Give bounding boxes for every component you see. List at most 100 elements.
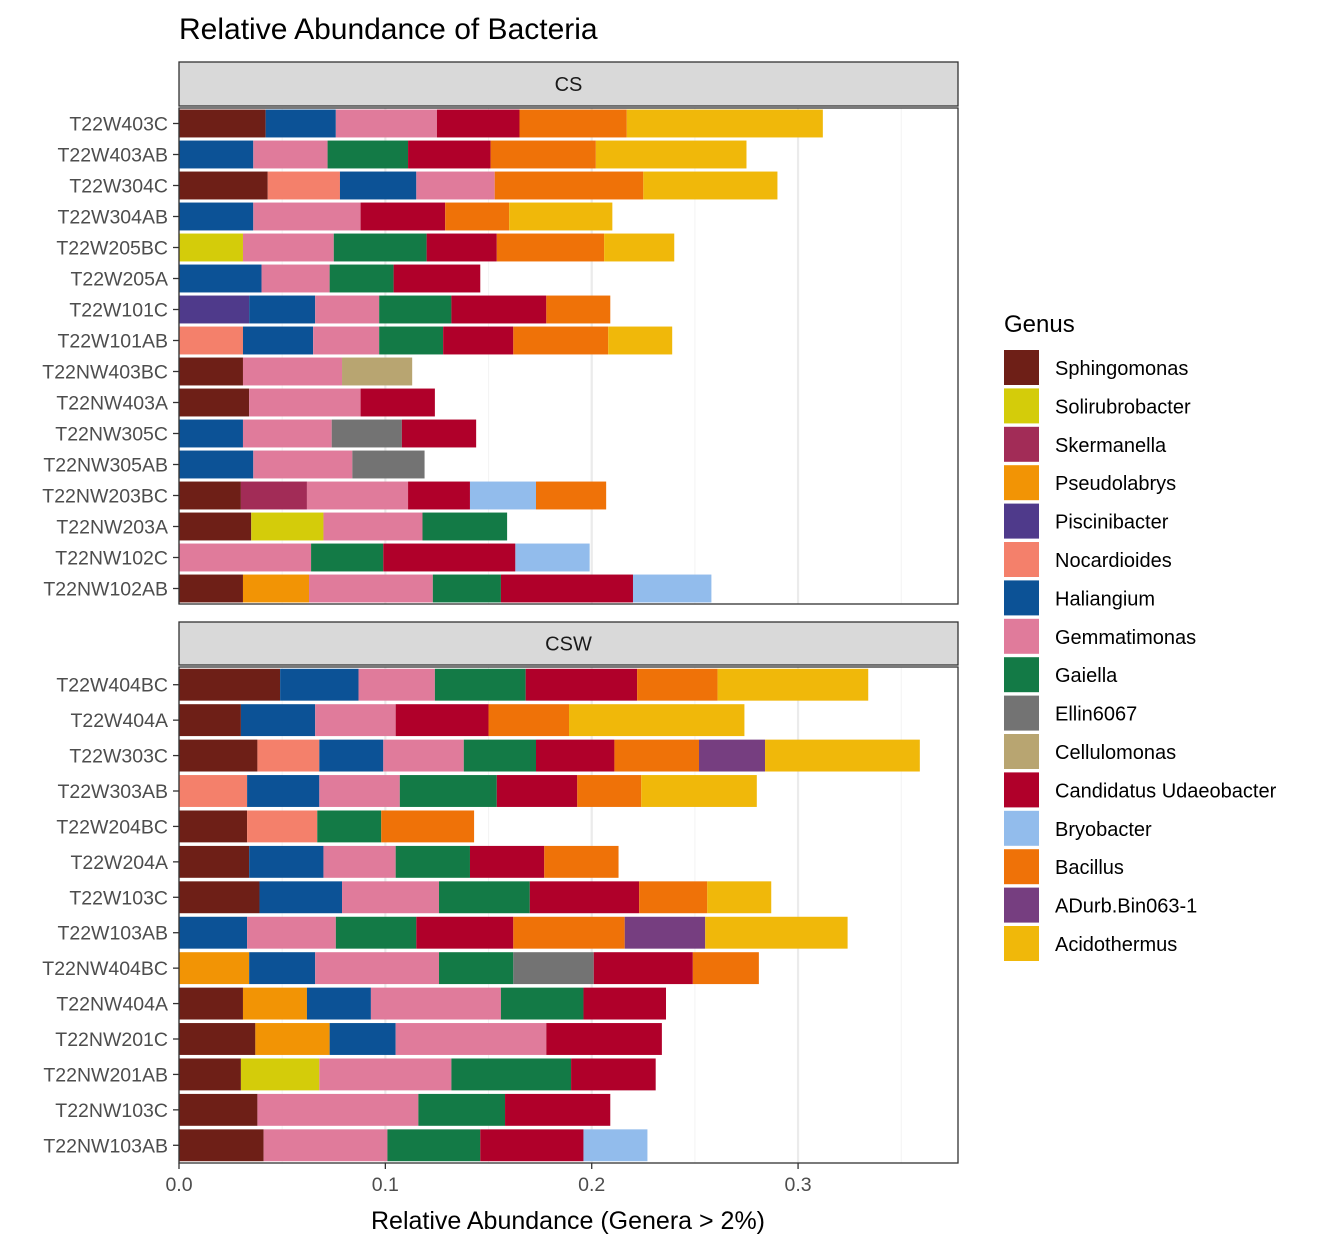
legend-item-nocardioides: Nocardioides xyxy=(1004,542,1172,577)
legend-swatch xyxy=(1004,350,1039,385)
bar-t22nw203bc xyxy=(179,481,607,510)
panel-border xyxy=(178,666,959,1164)
bar-segment-candidatus-udaeobacter xyxy=(416,916,514,949)
bar-t22w205bc xyxy=(179,233,675,262)
bar-segment-bacillus xyxy=(544,845,619,878)
panel-cs: CS T22W403C T22W403AB T22W304C T22W304AB T22W… xyxy=(42,61,959,605)
legend-item-candidatus-udaeobacter: Candidatus Udaeobacter xyxy=(1004,772,1277,808)
x-axis: 0.0 0.1 0.2 0.3 xyxy=(165,1163,812,1196)
bar-segment-gaiella xyxy=(500,987,584,1020)
bar-t22nw404a xyxy=(179,987,667,1020)
y-tick-label: T22NW404A xyxy=(56,994,168,1016)
y-tick-label: T22NW203A xyxy=(56,517,168,539)
bar-segment-gaiella xyxy=(451,1058,572,1091)
bar-segment-pseudolabrys xyxy=(242,987,307,1020)
bar-segment-sphingomonas xyxy=(179,1058,241,1091)
bar-segment-gemmatimonas xyxy=(315,295,380,324)
bar-segment-pseudolabrys xyxy=(242,574,310,603)
bar-segment-gaiella xyxy=(418,1093,506,1126)
bar-segment-solirubrobacter xyxy=(240,1058,320,1091)
legend-label: Gemmatimonas xyxy=(1055,627,1196,649)
bar-t22nw102ab xyxy=(179,574,712,603)
legend-label: Pseudolabrys xyxy=(1055,473,1176,495)
bar-segment-bacillus xyxy=(614,739,700,772)
bar-t22nw305ab xyxy=(179,450,425,479)
bar-segment-candidatus-udaeobacter xyxy=(451,295,547,324)
bar-segment-gemmatimonas xyxy=(253,202,361,231)
bar-segment-acidothermus xyxy=(643,171,778,200)
bar-segment-bryobacter xyxy=(469,481,536,510)
bar-segment-haliangium xyxy=(339,171,417,200)
bar-segment-bacillus xyxy=(637,668,718,701)
legend-label: Cellulomonas xyxy=(1055,742,1176,764)
bar-t22w403c xyxy=(179,109,823,138)
bar-segment-candidatus-udaeobacter xyxy=(535,739,615,772)
bar-segment-acidothermus xyxy=(569,704,745,737)
bar-segment-gemmatimonas xyxy=(309,574,433,603)
y-tick-label: T22W103C xyxy=(69,887,168,909)
bar-segment-gemmatimonas xyxy=(253,450,353,479)
bar-segment-candidatus-udaeobacter xyxy=(426,233,497,262)
bar-segment-bacillus xyxy=(692,952,759,985)
y-tick-label: T22W103AB xyxy=(57,923,168,945)
legend-swatch xyxy=(1004,695,1039,731)
bar-segment-adurb-bin063-1 xyxy=(624,916,706,949)
panel-border xyxy=(178,107,959,605)
y-tick-label: T22NW201C xyxy=(55,1029,168,1051)
y-tick-label: T22W303AB xyxy=(57,781,168,803)
legend-swatch xyxy=(1004,542,1039,577)
bar-segment-gemmatimonas xyxy=(306,481,409,510)
legend-label: Skermanella xyxy=(1055,435,1167,457)
bar-segment-acidothermus xyxy=(626,109,823,138)
bar-segment-pseudolabrys xyxy=(179,952,250,985)
y-tick-label: T22NW102C xyxy=(55,548,168,570)
bar-segment-acidothermus xyxy=(765,739,920,772)
bar-segment-gemmatimonas xyxy=(315,952,440,985)
bar-t22nw203a xyxy=(179,512,508,541)
bar-t22nw201ab xyxy=(179,1058,656,1091)
bar-segment-bacillus xyxy=(519,109,627,138)
legend-swatch xyxy=(1004,503,1039,539)
bar-segment-sphingomonas xyxy=(179,845,250,878)
bar-segment-gemmatimonas xyxy=(395,1023,547,1055)
bar-t22nw103ab xyxy=(179,1129,648,1162)
legend: Genus Sphingomonas Solirubrobacter Skerman… xyxy=(1004,311,1277,961)
y-tick-label: T22W204A xyxy=(70,852,168,874)
bar-segment-sphingomonas xyxy=(179,481,241,510)
y-tick-label: T22W101C xyxy=(69,300,168,322)
bar-segment-sphingomonas xyxy=(179,109,266,138)
bar-segment-acidothermus xyxy=(608,326,673,355)
bar-segment-bacillus xyxy=(577,775,642,807)
bar-segment-haliangium xyxy=(179,202,254,231)
y-tick-label: T22NW103AB xyxy=(43,1135,168,1157)
bar-segment-candidatus-udaeobacter xyxy=(546,1023,662,1055)
bar-segment-gemmatimonas xyxy=(242,357,343,386)
legend-item-bacillus: Bacillus xyxy=(1004,849,1124,885)
legend-title: Genus xyxy=(1004,311,1075,338)
bar-segment-haliangium xyxy=(179,916,248,949)
bar-segment-bryobacter xyxy=(583,1129,648,1162)
bar-segment-acidothermus xyxy=(604,233,675,262)
bar-t22nw103c xyxy=(179,1093,611,1126)
bar-t22w204bc xyxy=(179,810,475,843)
bar-segment-gaiella xyxy=(399,775,497,807)
bar-t22w205a xyxy=(179,264,481,293)
facet-strip xyxy=(178,61,959,107)
legend-item-adurb-bin063-1: ADurb.Bin063-1 xyxy=(1004,887,1197,923)
bar-segment-candidatus-udaeobacter xyxy=(500,574,633,603)
bar-segment-acidothermus xyxy=(717,668,869,701)
bar-segment-haliangium xyxy=(249,845,324,878)
bar-segment-pseudolabrys xyxy=(255,1023,330,1055)
legend-label: Haliangium xyxy=(1055,588,1155,610)
bar-segment-solirubrobacter xyxy=(251,512,324,541)
bar-segment-bacillus xyxy=(513,916,625,949)
legend-label: Gaiella xyxy=(1055,665,1118,687)
legend-swatch xyxy=(1004,465,1039,501)
y-tick-label: T22W101AB xyxy=(57,331,168,353)
bar-segment-candidatus-udaeobacter xyxy=(496,775,578,807)
bar-segment-candidatus-udaeobacter xyxy=(360,202,446,231)
bar-segment-candidatus-udaeobacter xyxy=(395,704,489,737)
bar-segment-solirubrobacter xyxy=(179,233,243,262)
legend-item-haliangium: Haliangium xyxy=(1004,580,1155,616)
legend-label: Bacillus xyxy=(1055,857,1124,879)
